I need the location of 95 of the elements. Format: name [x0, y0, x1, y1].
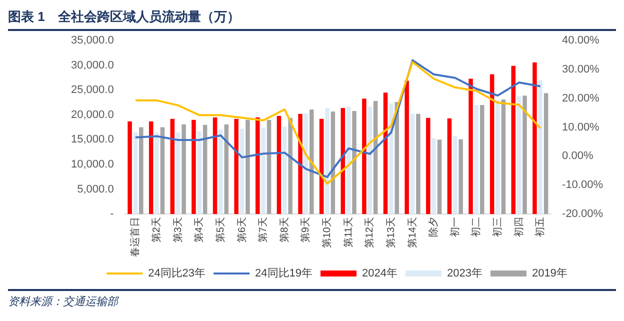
x-tick-label: 初五 [534, 217, 546, 237]
bar [298, 114, 302, 214]
bar [325, 108, 330, 214]
bar [532, 62, 537, 214]
legend-label: 2019年 [532, 268, 568, 280]
bar [516, 96, 522, 214]
bar [240, 128, 244, 214]
bar [511, 66, 516, 214]
legend-label: 24同比19年 [255, 266, 313, 280]
bar [170, 118, 175, 214]
bar [474, 105, 479, 214]
bar [468, 78, 473, 214]
bar [154, 132, 159, 214]
y-tick-label: 15,000.0 [70, 134, 114, 146]
x-tick-label: 第6天 [236, 217, 248, 243]
bar [410, 114, 415, 214]
bar [383, 92, 388, 214]
bar [426, 118, 430, 214]
x-tick-label: 第13天 [384, 217, 397, 248]
y-tick-label: - [110, 208, 114, 220]
x-tick-label: 第2天 [150, 217, 163, 243]
bar [160, 127, 165, 214]
bar [352, 110, 356, 214]
x-tick-label: 第8天 [278, 217, 290, 243]
bar [496, 100, 500, 214]
bar [256, 117, 260, 214]
bar [447, 118, 452, 214]
legend-label: 24同比23年 [148, 266, 206, 280]
x-tick-label: 第10天 [321, 217, 334, 248]
y-tick-label: 35,000.0 [70, 34, 114, 47]
bar [362, 98, 366, 214]
bar [404, 80, 409, 214]
bar [458, 139, 463, 214]
bar [389, 104, 394, 214]
bar [522, 96, 527, 214]
x-tick-label: 春运首日 [129, 217, 142, 257]
bar [282, 126, 287, 214]
x-tick-label: 第4天 [193, 217, 206, 243]
bar [416, 114, 420, 214]
bar [453, 136, 458, 214]
bar [246, 120, 250, 214]
y2-tick-label: 20.00% [562, 92, 600, 104]
y-tick-label: 20,000.0 [70, 108, 114, 121]
x-tick-label: 第7天 [257, 217, 270, 243]
y2-tick-label: -20.00% [562, 208, 604, 220]
bar [544, 93, 548, 214]
bar [432, 138, 436, 214]
chart-title: 图表 1 全社会跨区域人员流动量（万） [8, 8, 616, 31]
bar [197, 131, 202, 214]
y2-tick-label: -10.00% [562, 179, 604, 192]
x-tick-label: 第12天 [364, 217, 376, 248]
x-tick-label: 第11天 [342, 217, 354, 248]
x-tick-label: 初一 [448, 217, 461, 237]
bar [538, 80, 543, 214]
x-tick-label: 初三 [492, 217, 504, 237]
x-tick-label: 初四 [512, 217, 525, 237]
bar [319, 118, 324, 214]
y-tick-label: 5,000.0 [77, 183, 114, 196]
bar [192, 120, 196, 214]
legend-label: 2024年 [362, 268, 398, 280]
x-tick-label: 初二 [470, 217, 482, 237]
bar [176, 132, 180, 214]
bar [501, 100, 506, 214]
y2-tick-label: 10.00% [562, 121, 600, 134]
bar [261, 128, 266, 214]
bar [288, 118, 292, 214]
bar [212, 117, 218, 214]
bar [490, 74, 494, 214]
x-tick-label: 第3天 [172, 217, 184, 243]
y-tick-label: 10,000.0 [70, 158, 114, 170]
bar [224, 124, 229, 214]
y2-tick-label: 0.00% [562, 150, 594, 162]
bar [266, 120, 272, 214]
legend-label: 2023年 [446, 268, 482, 280]
bar [480, 105, 484, 214]
x-tick-label: 第5天 [214, 217, 226, 243]
bar [128, 121, 132, 214]
y-tick-label: 30,000.0 [70, 59, 114, 72]
y2-tick-label: 40.00% [562, 34, 600, 47]
y2-tick-label: 30.00% [562, 64, 600, 76]
bar [437, 140, 442, 214]
bar [234, 118, 238, 214]
bar [310, 109, 314, 214]
x-tick-label: 第9天 [300, 217, 312, 243]
bar [148, 121, 154, 214]
bar [133, 132, 138, 214]
bar [139, 127, 144, 214]
bar [182, 124, 186, 214]
bar [218, 130, 223, 214]
text: 资料来源：交通运输部 [8, 294, 120, 309]
y-tick-label: 25,000.0 [70, 84, 114, 96]
x-tick-label: 第14天 [406, 217, 418, 248]
bar [202, 124, 208, 214]
x-tick-label: 除夕 [428, 217, 440, 237]
bar [276, 116, 282, 214]
